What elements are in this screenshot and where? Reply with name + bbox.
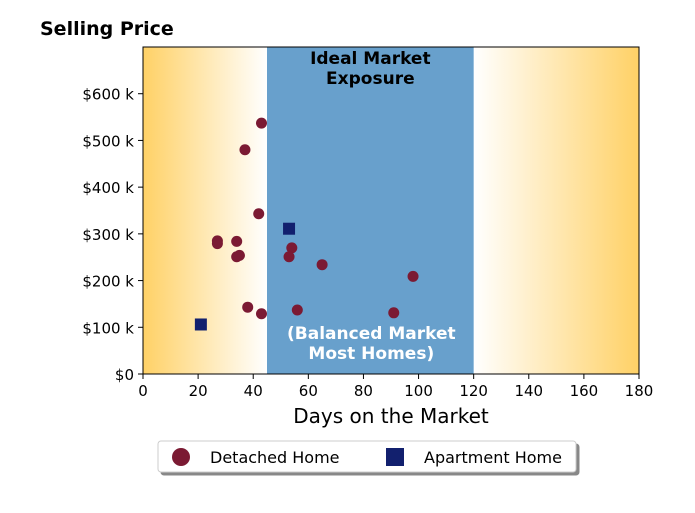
x-tick-label-100: 100 (404, 382, 433, 400)
y-tick-label-0: $0 (115, 366, 134, 384)
x-tick-label-80: 80 (354, 382, 373, 400)
chart-title: Selling Price (40, 18, 174, 40)
point-detached-home-2 (253, 208, 265, 220)
legend-box (157, 440, 577, 473)
y-tick-label-1: $100 k (82, 319, 134, 337)
x-tick-label-180: 180 (625, 382, 654, 400)
y-tick-label-5: $500 k (82, 132, 134, 150)
point-detached-home-15 (388, 307, 400, 319)
data-points (194, 117, 419, 331)
ideal-market-region (267, 47, 474, 374)
region-bottom-label-line-1: Most Homes) (308, 344, 434, 364)
region-top-label-line-0: Ideal Market (310, 49, 431, 69)
point-detached-home-12 (242, 301, 254, 313)
x-axis-title: Days on the Market (293, 404, 489, 428)
x-tick-label-140: 140 (514, 382, 543, 400)
point-detached-home-9 (283, 251, 295, 263)
legend-marker-detached-home (172, 448, 190, 466)
y-tick-label-2: $200 k (82, 273, 134, 291)
x-tick-label-60: 60 (299, 382, 318, 400)
point-apartment-home-1 (194, 318, 207, 331)
y-tick-label-4: $400 k (82, 179, 134, 197)
x-tick-label-160: 160 (570, 382, 599, 400)
point-detached-home-5 (231, 235, 243, 247)
point-detached-home-4 (211, 238, 223, 250)
point-detached-home-1 (239, 144, 251, 156)
x-axis: 0 20 40 60 80 100 120 140 160 180 (138, 374, 653, 400)
legend: Detached Home Apartment Home (157, 440, 577, 473)
y-tick-label-3: $300 k (82, 226, 134, 244)
point-detached-home-10 (316, 259, 328, 271)
point-detached-home-0 (255, 117, 267, 129)
region-bottom-label-line-0: (Balanced Market (287, 324, 456, 344)
plot-frame (142, 46, 640, 375)
right-gradient (473, 47, 639, 374)
legend-label-apartment-home: Apartment Home (424, 448, 562, 467)
y-tick-label-6: $600 k (82, 86, 134, 104)
point-detached-home-14 (291, 304, 303, 316)
x-tick-label-20: 20 (189, 382, 208, 400)
legend-label-detached-home: Detached Home (210, 448, 340, 467)
x-tick-label-0: 0 (138, 382, 148, 400)
region-top-label-line-1: Exposure (326, 69, 415, 89)
point-detached-home-11 (407, 270, 419, 282)
legend-marker-apartment-home (386, 448, 404, 466)
y-axis: $0 $100 k $200 k $300 k $400 k $500 k $600 k (82, 86, 143, 384)
point-detached-home-13 (255, 308, 267, 320)
point-apartment-home-0 (283, 222, 296, 235)
x-tick-label-40: 40 (244, 382, 263, 400)
point-detached-home-7 (233, 249, 245, 261)
x-tick-label-120: 120 (459, 382, 488, 400)
point-detached-home-8 (286, 242, 298, 254)
